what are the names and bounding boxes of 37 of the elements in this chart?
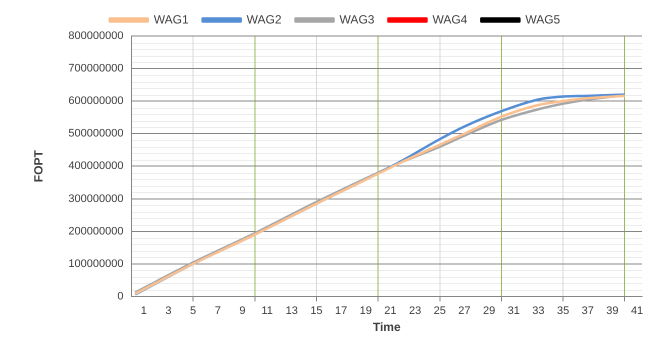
legend-label: WAG3 [340,12,375,26]
x-tick-label: 5 [190,305,196,318]
y-tick-label: 200000000 [68,225,124,238]
legend-label: WAG2 [246,12,282,26]
x-tick-label: 9 [239,305,246,318]
y-tick-label: 0 [117,290,124,302]
x-tick-label: 39 [606,305,619,318]
legend-label: WAG5 [525,12,561,26]
y-tick-label: 300000000 [68,192,124,205]
y-tick-label: 400000000 [68,160,124,172]
legend-label: WAG4 [432,12,468,26]
x-tick-label: 23 [408,305,422,318]
y-tick-label: 600000000 [68,95,124,108]
legend-label: WAG1 [154,12,189,26]
x-tick-label: 19 [360,305,372,318]
x-tick-label: 1 [140,305,147,318]
y-tick-label: 700000000 [68,62,124,75]
y-tick-label: 100000000 [68,258,124,270]
x-tick-label: 31 [508,305,520,318]
x-tick-label: 37 [582,305,594,318]
y-axis-title: FOPT [32,150,46,182]
y-tick-label: 800000000 [68,30,124,42]
x-tick-label: 41 [630,305,644,318]
x-tick-label: 17 [334,305,348,318]
x-tick-label: 33 [532,305,545,318]
x-tick-label: 25 [434,305,446,318]
x-tick-label: 27 [458,305,471,318]
x-tick-label: 3 [165,305,172,318]
x-tick-label: 29 [482,305,496,318]
x-axis-title: Time [372,320,401,334]
y-tick-label: 500000000 [68,128,124,140]
x-tick-label: 7 [214,305,221,318]
x-tick-label: 21 [384,305,397,318]
x-tick-label: 11 [261,305,273,318]
x-tick-label: 35 [556,305,570,318]
x-tick-label: 13 [286,305,298,318]
x-tick-label: 15 [310,305,323,318]
